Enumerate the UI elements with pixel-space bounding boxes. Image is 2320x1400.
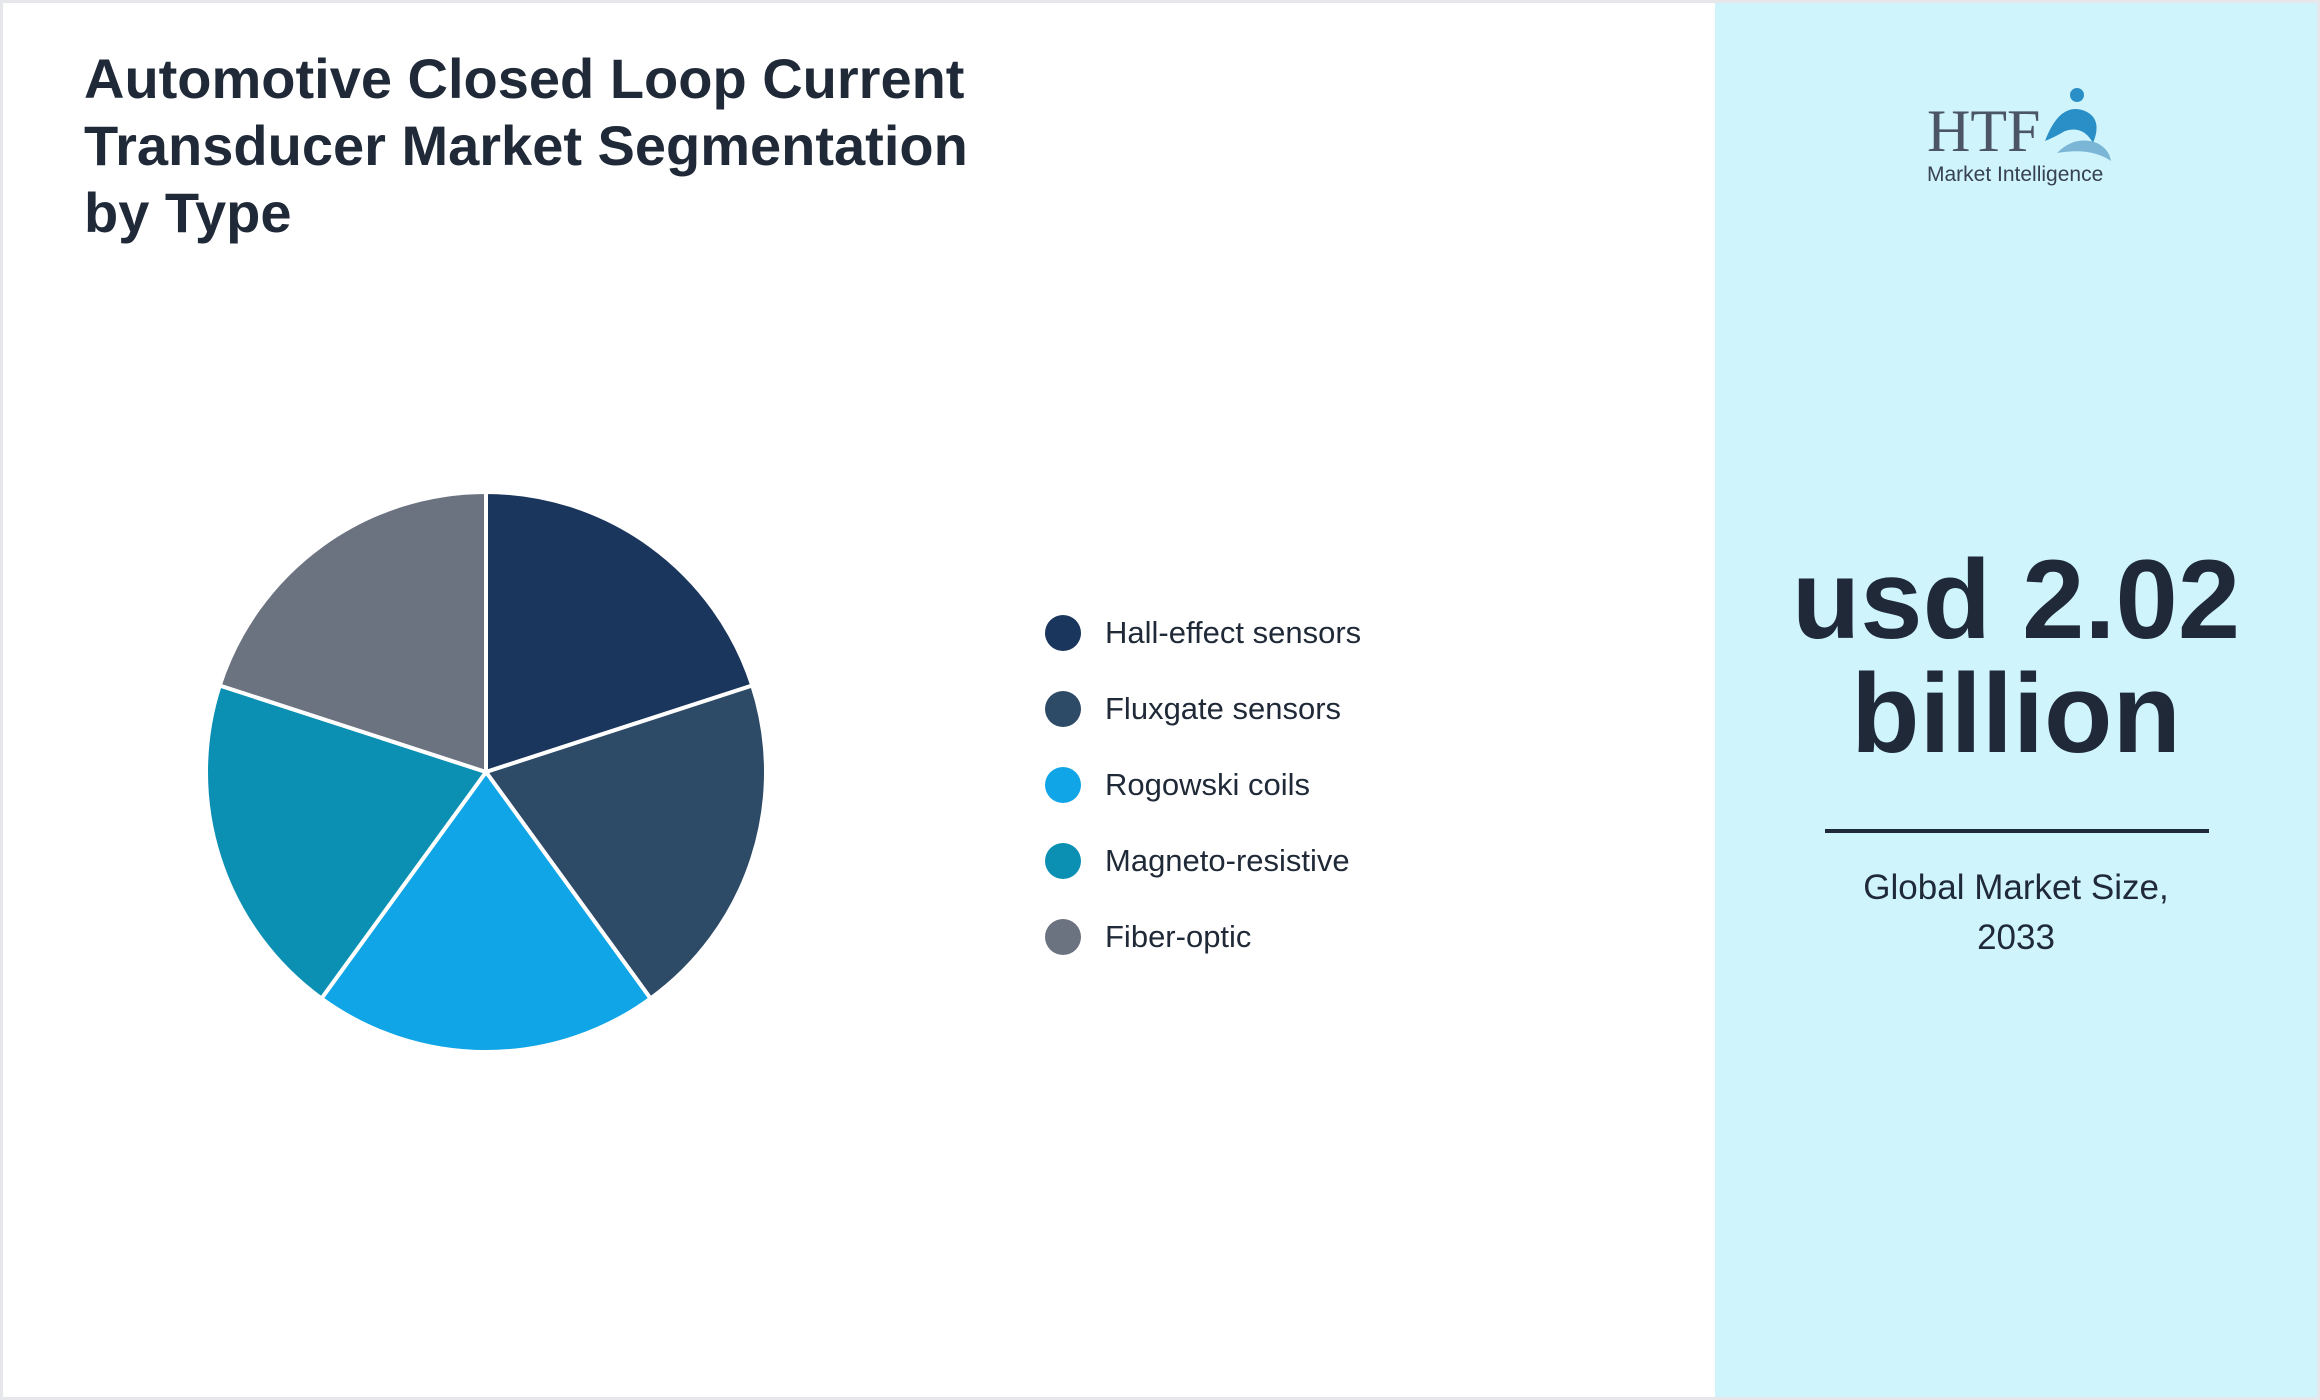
legend-label: Hall-effect sensors xyxy=(1105,615,1362,650)
pie-slice-rogowski-coils xyxy=(319,770,653,1054)
pie-chart xyxy=(204,490,768,1054)
market-size-caption: Global Market Size, 2033 xyxy=(1863,868,2169,957)
legend-label: Rogowski coils xyxy=(1105,767,1311,802)
legend-swatch xyxy=(1045,691,1081,727)
htf-logo: HTF Market Intelligence xyxy=(1927,88,2111,186)
legend-label: Magneto-resistive xyxy=(1105,843,1350,878)
market-size-value: usd 2.02 billion xyxy=(1791,537,2241,776)
pie-slice-fluxgate-sensors xyxy=(484,683,768,1001)
legend-swatch xyxy=(1045,919,1081,955)
logo-figure-head xyxy=(2070,88,2084,102)
logo-figure-wave xyxy=(2057,140,2111,161)
logo-figure-swoosh xyxy=(2045,109,2097,143)
logo-text-sub: Market Intelligence xyxy=(1927,163,2103,186)
legend-item: Rogowski coils xyxy=(1045,747,1361,823)
legend-item: Magneto-resistive xyxy=(1045,823,1361,899)
pie-slice-magneto-resistive xyxy=(204,683,488,1001)
legend-item: Fiber-optic xyxy=(1045,899,1361,975)
legend-label: Fiber-optic xyxy=(1105,919,1252,954)
legend-item: Hall-effect sensors xyxy=(1045,595,1361,671)
legend-swatch xyxy=(1045,843,1081,879)
logo-text-main: HTF xyxy=(1927,98,2040,164)
legend-swatch xyxy=(1045,615,1081,651)
divider xyxy=(1825,829,2209,833)
legend-item: Fluxgate sensors xyxy=(1045,671,1361,747)
chart-legend: Hall-effect sensors Fluxgate sensors Rogow… xyxy=(1045,595,1361,975)
pie-slice-fiber-optic xyxy=(217,490,488,774)
market-size-panel: HTF Market Intelligence usd 2.02 billion… xyxy=(1715,3,2317,1397)
chart-title: Automotive Closed Loop Current Transduce… xyxy=(84,47,968,244)
pie-slice-hall-effect-sensors xyxy=(484,490,755,774)
legend-swatch xyxy=(1045,767,1081,803)
legend-label: Fluxgate sensors xyxy=(1105,691,1342,726)
chart-panel: Automotive Closed Loop Current Transduce… xyxy=(3,3,1715,1397)
